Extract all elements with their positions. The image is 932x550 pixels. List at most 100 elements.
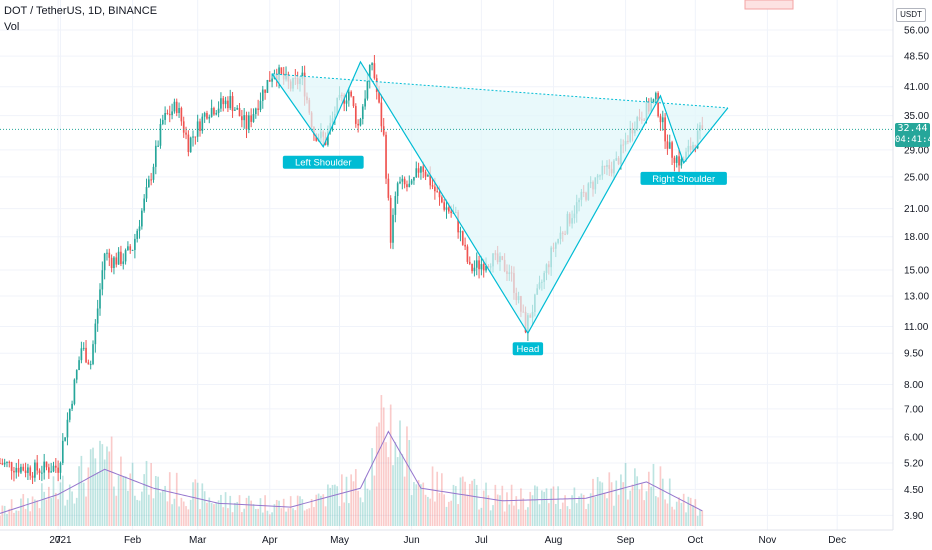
volume-bar <box>575 503 578 526</box>
volume-bar <box>82 482 85 526</box>
volume-bar <box>389 404 392 526</box>
candle <box>168 105 171 123</box>
price-tick-6: 21.00 <box>904 204 929 215</box>
candle <box>394 191 397 223</box>
candle <box>420 166 422 180</box>
candle <box>106 249 108 261</box>
candle <box>15 462 18 479</box>
volume-bar <box>610 482 613 526</box>
volume-bar <box>475 484 478 526</box>
volume-bar <box>138 500 141 526</box>
volume-bar <box>201 483 204 526</box>
candle <box>461 230 464 246</box>
candle <box>664 113 666 149</box>
volume-bar <box>603 492 606 526</box>
volume-bar <box>213 504 215 526</box>
volume-bar <box>422 482 425 526</box>
candle <box>45 461 48 471</box>
volume-bar <box>364 478 366 526</box>
candles <box>0 54 704 485</box>
volume-bar <box>531 495 534 526</box>
volume-bar <box>257 508 259 526</box>
price-tick-1: 48.50 <box>904 52 929 63</box>
volume-bar <box>617 494 620 526</box>
candle <box>266 79 269 94</box>
candle <box>136 228 139 243</box>
pattern-label-1: Head <box>512 342 544 356</box>
volume-bar <box>520 488 522 526</box>
volume-bar <box>164 485 166 526</box>
volume-bar <box>480 507 483 526</box>
time-tick-4: Apr <box>262 535 278 546</box>
volume-bar <box>50 498 52 526</box>
candle <box>171 103 173 120</box>
volume-bar <box>173 498 176 526</box>
volume-bar <box>34 499 36 526</box>
price-axis[interactable]: 56.00 48.50 41.00 35.00 29.00 25.00 21.00 18.00… <box>904 25 929 521</box>
candle <box>43 453 46 480</box>
volume-bar <box>613 505 615 526</box>
volume-bar <box>215 502 218 526</box>
volume-bar <box>136 499 139 526</box>
candle <box>268 71 271 82</box>
volume-bar <box>203 491 206 526</box>
candle <box>59 461 62 480</box>
volume-bar <box>313 507 315 526</box>
currency-badge[interactable]: USDT <box>896 8 926 22</box>
volume-bar <box>192 482 194 526</box>
volume-bar <box>1 505 4 526</box>
volume-bar <box>592 478 594 526</box>
volume-bar <box>375 426 378 526</box>
candle <box>424 169 427 181</box>
candle <box>245 111 248 139</box>
svg-text:Left Shoulder: Left Shoulder <box>295 158 352 169</box>
candle <box>92 340 94 366</box>
candle <box>387 173 390 201</box>
candle <box>678 148 680 172</box>
candle-countdown: 04:41:46 <box>895 135 932 146</box>
volume-bar <box>668 478 671 526</box>
neckline <box>272 73 728 109</box>
volume-bar <box>557 486 559 526</box>
volume-bar <box>620 474 622 526</box>
volume-bar <box>587 503 590 526</box>
candle <box>173 98 176 114</box>
candle <box>78 356 80 371</box>
candle <box>410 178 413 185</box>
volume-bar <box>371 448 373 526</box>
volume-bar <box>536 486 539 526</box>
candle <box>224 96 227 109</box>
volume-bar <box>487 495 490 526</box>
volume-bar <box>210 502 213 526</box>
candle <box>120 245 122 267</box>
volume-bar <box>261 512 264 526</box>
volume-bar <box>478 509 480 526</box>
candle <box>115 252 118 268</box>
volume-bar <box>473 478 476 526</box>
candle <box>215 110 218 116</box>
candle <box>13 466 15 482</box>
candle <box>17 459 20 477</box>
volume-indicator-label[interactable]: Vol <box>4 21 20 33</box>
candle <box>85 340 87 364</box>
volume-bar <box>692 505 694 526</box>
volume-bar <box>543 491 546 526</box>
volume-bar <box>71 491 73 526</box>
volume-bar <box>47 486 50 526</box>
volume-bar <box>578 496 580 526</box>
candle <box>154 140 157 175</box>
candle <box>31 471 34 485</box>
candle <box>134 233 136 259</box>
candle <box>443 199 446 212</box>
symbol-title: DOT / TetherUS, 1D, BINANCE <box>4 5 158 17</box>
candle <box>380 94 383 133</box>
candle <box>8 460 11 468</box>
volume-bar <box>87 467 90 526</box>
candle <box>659 113 662 131</box>
volume-bar <box>638 489 641 526</box>
candle <box>73 378 76 406</box>
volume-bar <box>168 472 171 526</box>
price-tick-10: 11.00 <box>904 322 929 333</box>
